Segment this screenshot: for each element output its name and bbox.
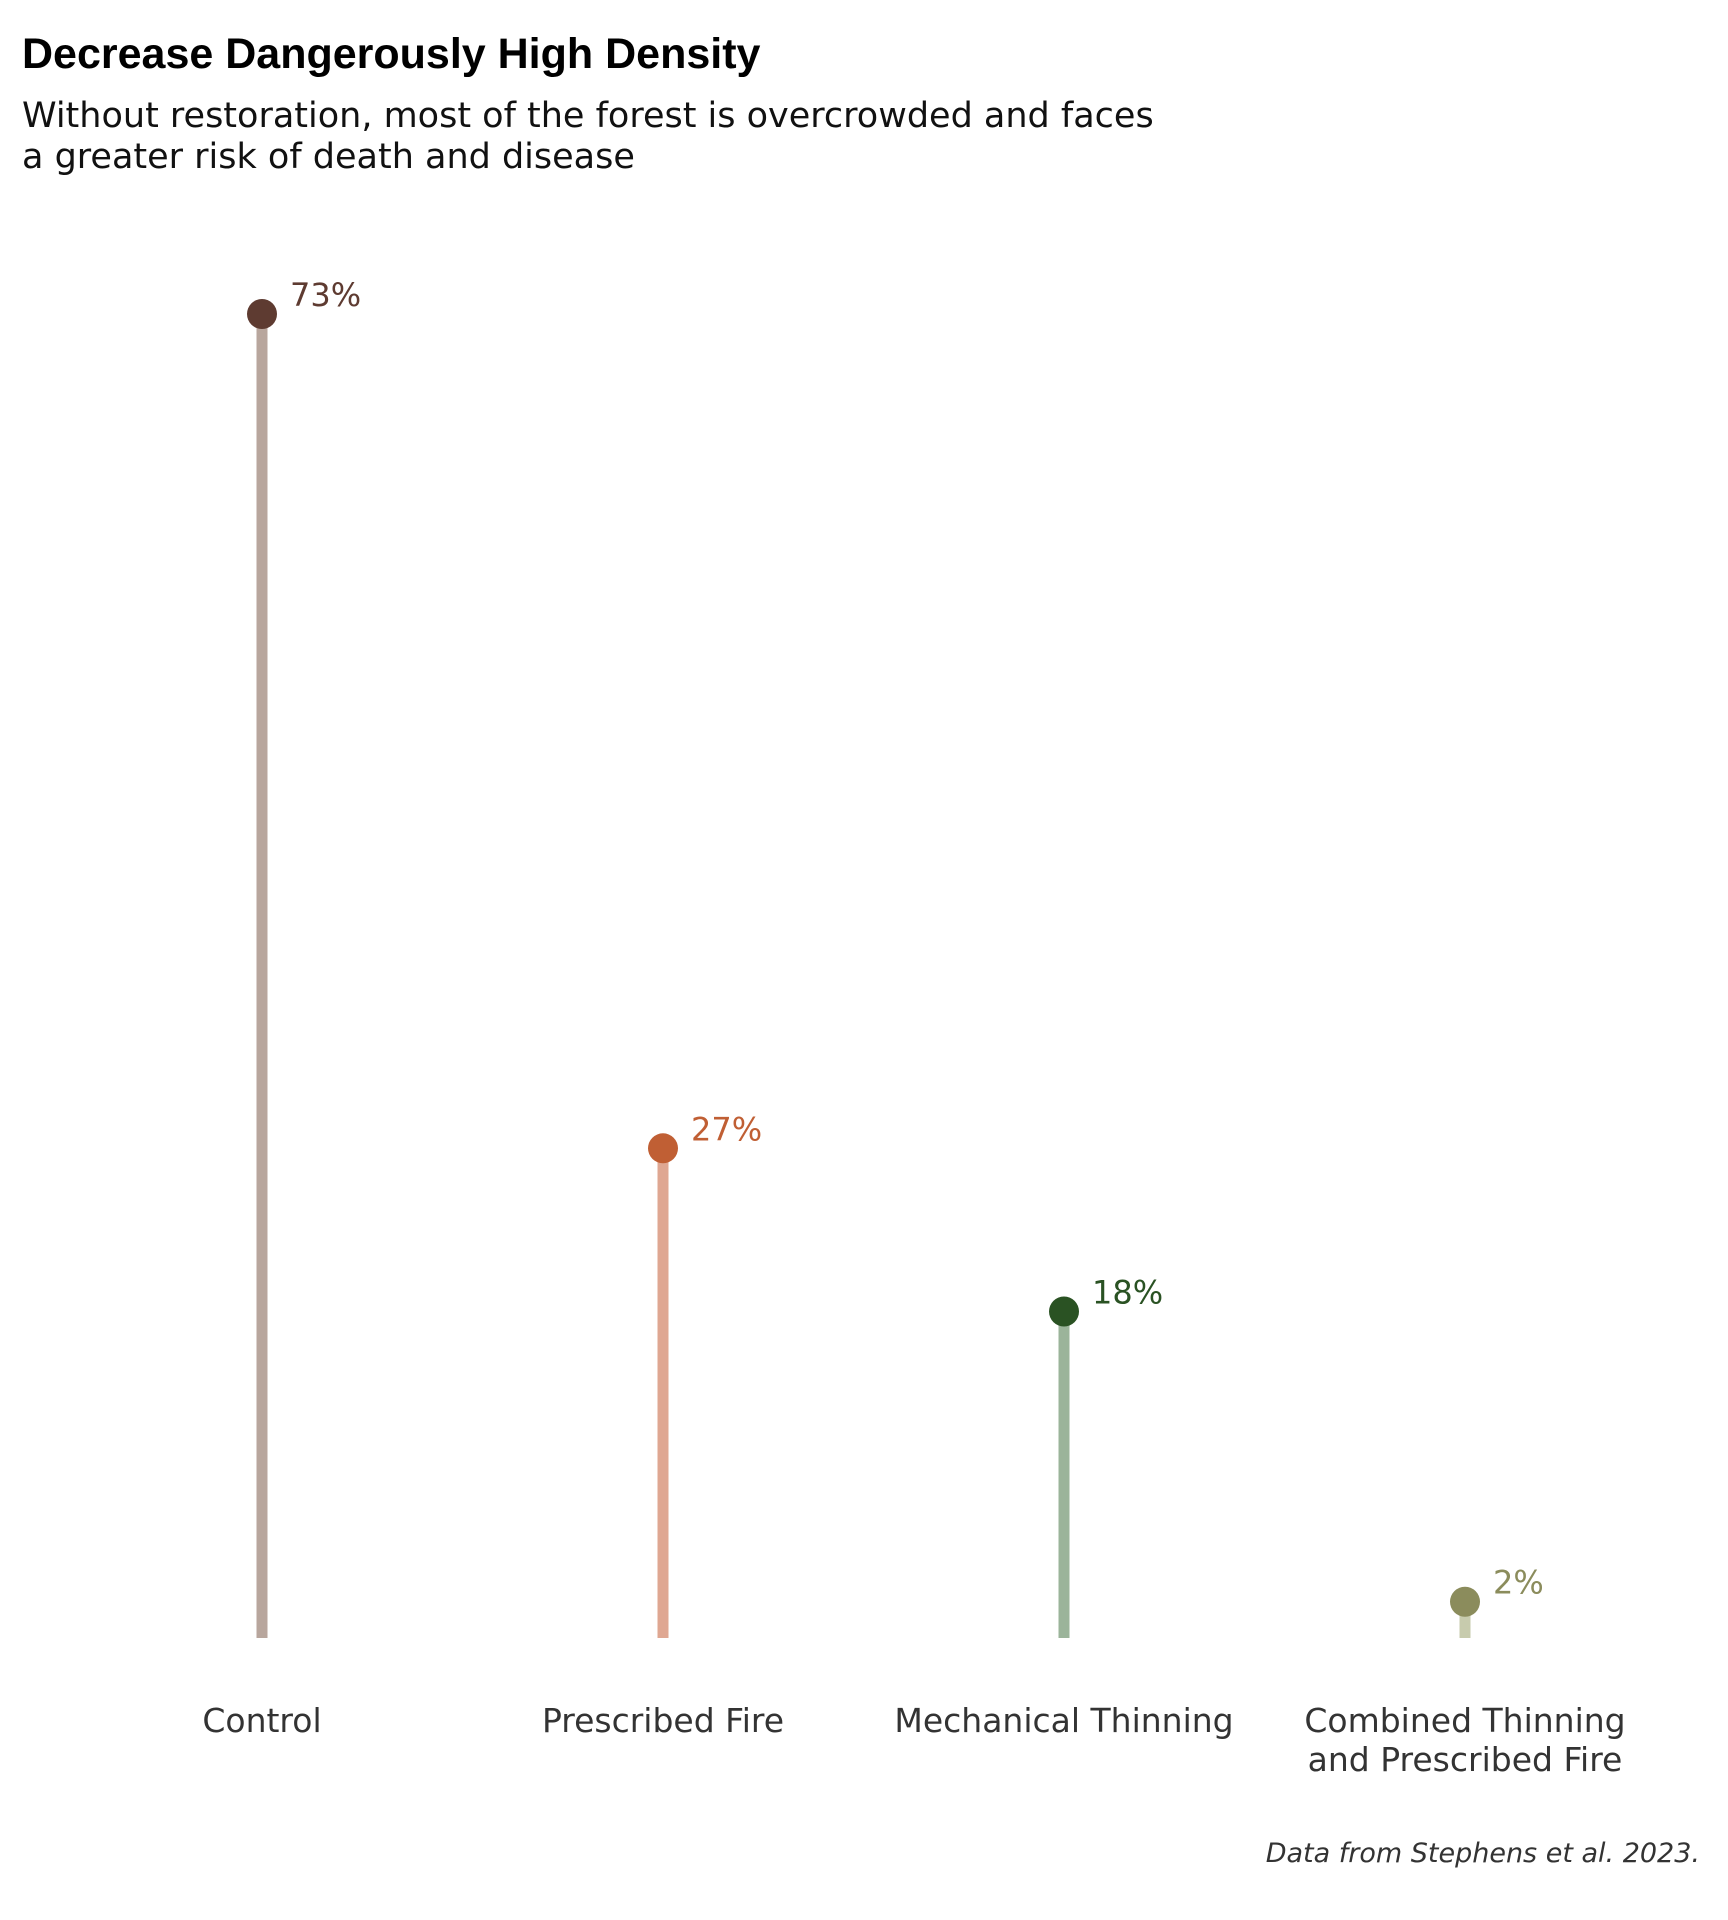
category-label: Control [202, 1701, 321, 1740]
value-label: 73% [290, 276, 361, 314]
chart-title: Decrease Dangerously High Density [22, 30, 761, 78]
chart-subtitle-line-2: a greater risk of death and disease [22, 137, 635, 177]
chart-subtitle: Without restoration, most of the forest … [22, 96, 1154, 178]
category-label: Mechanical Thinning [894, 1701, 1233, 1740]
category-label: and Prescribed Fire [1308, 1740, 1623, 1779]
value-label: 18% [1092, 1274, 1163, 1312]
category-label: Combined Thinning [1304, 1701, 1625, 1740]
lollipop-dot [1049, 1296, 1079, 1327]
value-label: 27% [691, 1110, 762, 1148]
data-source-caption: Data from Stephens et al. 2023. [1265, 1838, 1700, 1869]
value-label: 2% [1493, 1564, 1544, 1602]
lollipop-dot [1450, 1586, 1480, 1617]
lollipop-dot [648, 1133, 678, 1164]
chart-subtitle-line-1: Without restoration, most of the forest … [22, 96, 1154, 136]
lollipop-dot [247, 299, 277, 329]
category-label: Prescribed Fire [542, 1701, 784, 1740]
